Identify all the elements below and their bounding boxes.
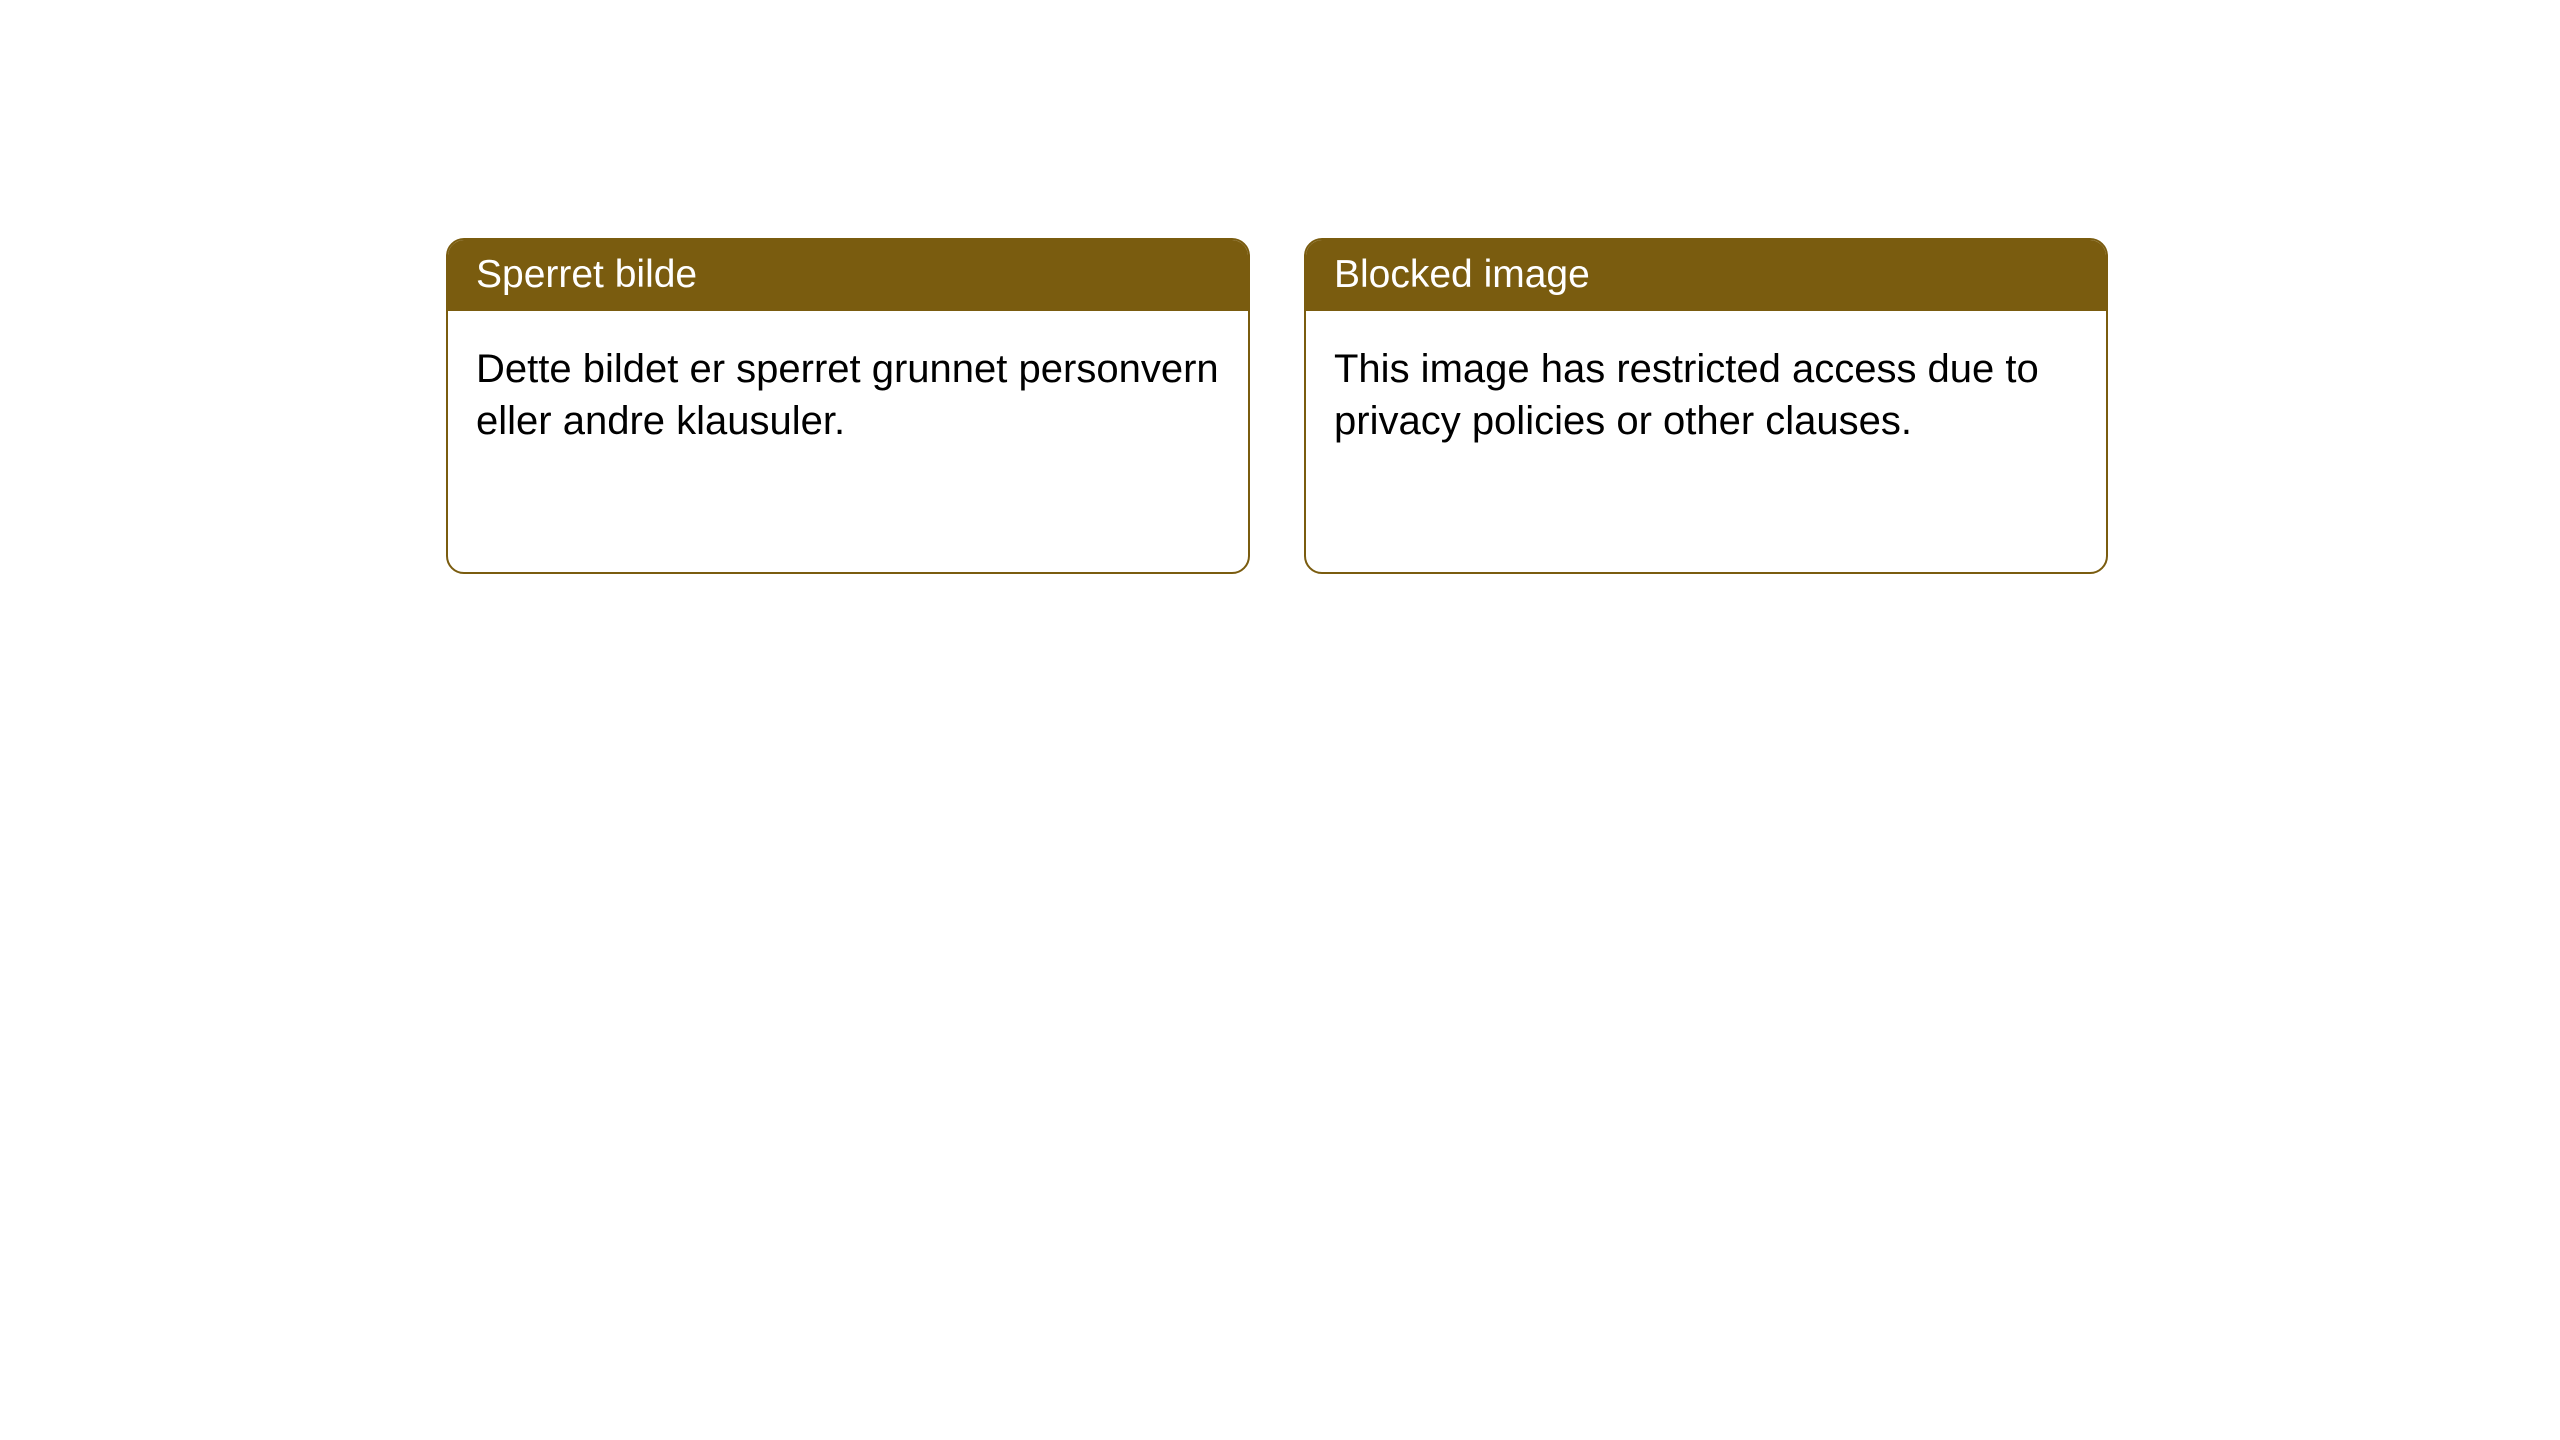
card-header: Sperret bilde [448, 240, 1248, 311]
card-header: Blocked image [1306, 240, 2106, 311]
card-body: Dette bildet er sperret grunnet personve… [448, 311, 1248, 479]
card-body-text: Dette bildet er sperret grunnet personve… [476, 347, 1219, 443]
card-body: This image has restricted access due to … [1306, 311, 2106, 479]
blocked-image-card-no: Sperret bilde Dette bildet er sperret gr… [446, 238, 1250, 574]
card-header-text: Sperret bilde [476, 253, 697, 296]
blocked-image-cards: Sperret bilde Dette bildet er sperret gr… [446, 238, 2108, 574]
card-body-text: This image has restricted access due to … [1334, 347, 2039, 443]
card-header-text: Blocked image [1334, 253, 1590, 296]
blocked-image-card-en: Blocked image This image has restricted … [1304, 238, 2108, 574]
